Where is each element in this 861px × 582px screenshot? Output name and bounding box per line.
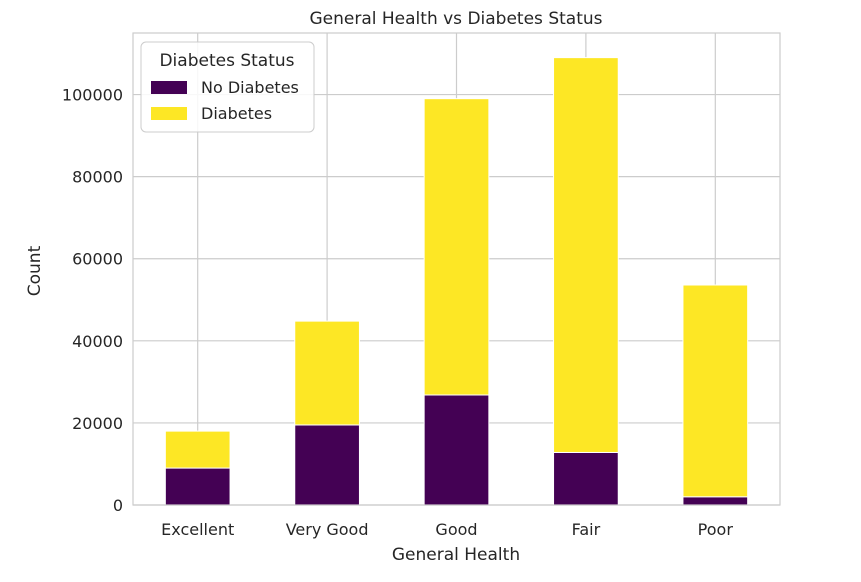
bar-no-diabetes <box>682 496 749 506</box>
bar-diabetes <box>423 98 490 396</box>
y-tick-label: 100000 <box>62 86 123 105</box>
x-axis-ticks: Excellent Very Good Good Fair Poor <box>161 520 733 539</box>
legend-swatch-no-diabetes <box>151 81 187 94</box>
x-axis-label: General Health <box>392 545 520 565</box>
bar-diabetes <box>294 320 360 426</box>
bar-no-diabetes <box>164 467 231 506</box>
y-axis-label: Count <box>25 245 45 296</box>
plot-frame <box>132 32 781 506</box>
legend-title: Diabetes Status <box>159 51 294 71</box>
bar-no-diabetes <box>423 394 490 506</box>
y-tick-label: 60000 <box>72 250 123 269</box>
legend: Diabetes Status No Diabetes Diabetes <box>140 41 315 133</box>
bar-no-diabetes <box>294 424 360 506</box>
y-tick-label: 0 <box>113 496 123 515</box>
legend-swatch-diabetes <box>151 107 187 120</box>
chart-title: General Health vs Diabetes Status <box>310 9 603 29</box>
legend-label-diabetes: Diabetes <box>201 104 272 123</box>
bar-no-diabetes <box>553 451 619 506</box>
x-tick-label: Excellent <box>161 520 234 539</box>
bar-diabetes <box>164 430 231 469</box>
legend-label-no-diabetes: No Diabetes <box>201 78 299 97</box>
y-axis-ticks: 0 20000 40000 60000 80000 100000 <box>62 86 123 515</box>
x-tick-label: Fair <box>572 520 601 539</box>
bar-diabetes <box>553 57 619 453</box>
y-tick-label: 80000 <box>72 168 123 187</box>
y-tick-label: 20000 <box>72 414 123 433</box>
x-tick-label: Poor <box>698 520 734 539</box>
x-tick-label: Good <box>435 520 477 539</box>
bars <box>164 57 749 506</box>
x-tick-label: Very Good <box>286 520 369 539</box>
y-tick-label: 40000 <box>72 332 123 351</box>
bar-diabetes <box>682 284 749 498</box>
